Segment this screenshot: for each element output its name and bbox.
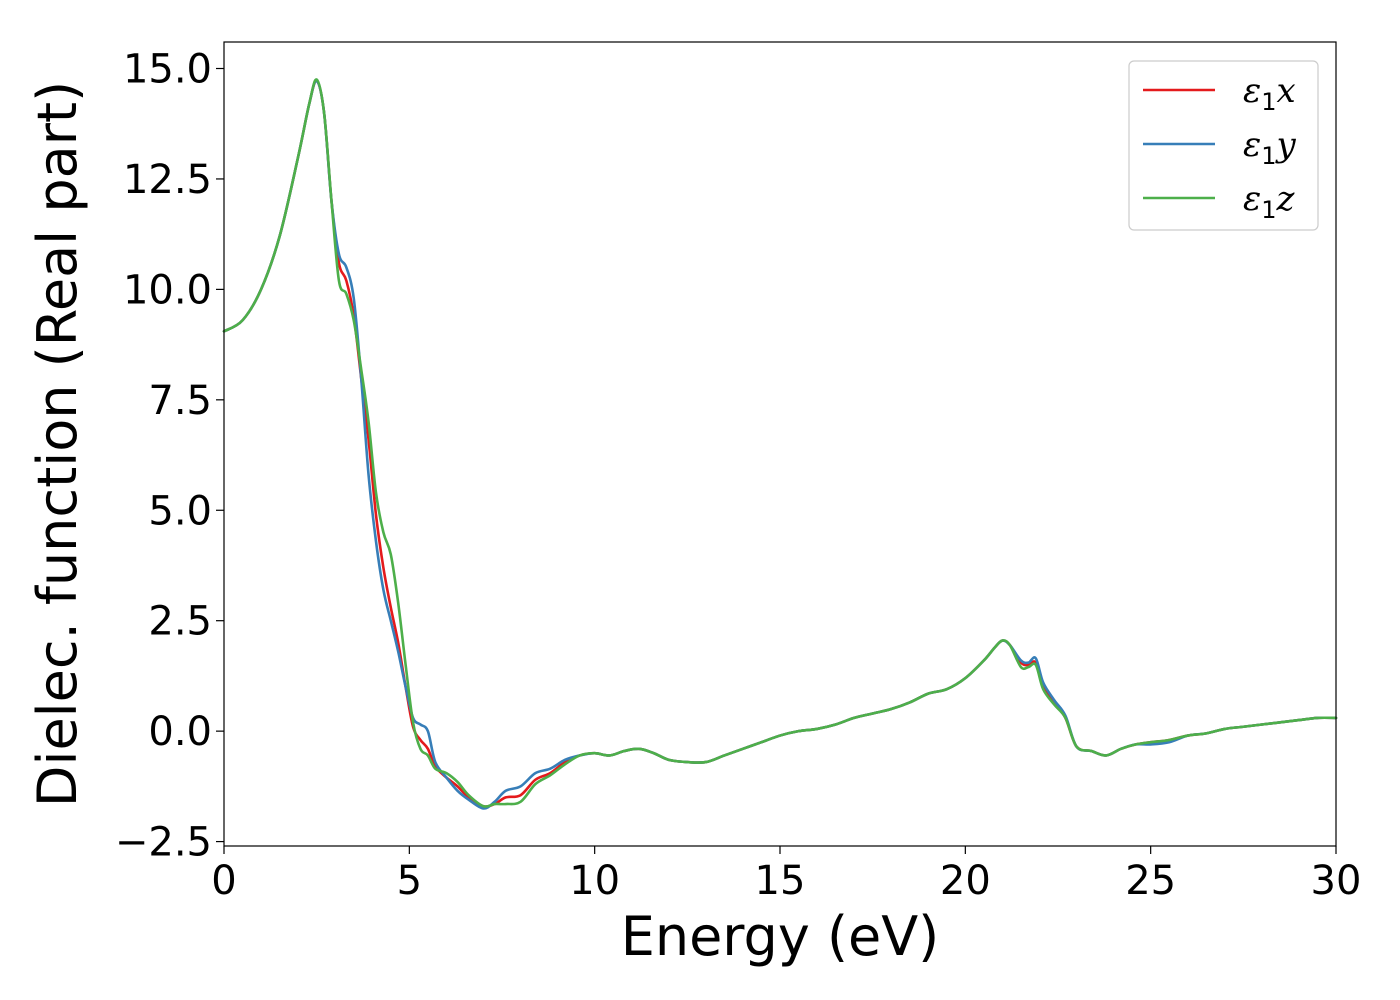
legend-label-subscript: 1: [1261, 88, 1276, 116]
y-tick-label: 7.5: [148, 378, 212, 424]
y-tick-label: 2.5: [148, 599, 212, 645]
x-tick-label: 0: [211, 858, 236, 904]
legend-label-base: ε: [1243, 71, 1261, 111]
y-tick-label: 0.0: [148, 709, 212, 755]
legend-label-suffix: z: [1276, 179, 1296, 219]
legend-label-suffix: y: [1275, 125, 1297, 165]
x-tick-label: 15: [755, 858, 806, 904]
y-tick-label: −2.5: [115, 820, 212, 866]
y-tick-label: 15.0: [123, 47, 212, 93]
legend-label-suffix: x: [1277, 71, 1296, 111]
y-tick-label: 5.0: [148, 488, 212, 534]
series-layer: [222, 78, 1338, 810]
x-tick-label: 30: [1311, 858, 1362, 904]
x-axis-title: Energy (eV): [621, 905, 940, 968]
legend-label-base: ε: [1243, 179, 1261, 219]
legend-label-x: ε1x: [1243, 71, 1296, 116]
legend-label-subscript: 1: [1261, 196, 1276, 224]
legend-label-base: ε: [1243, 125, 1261, 165]
series-line-z: [222, 78, 1338, 808]
y-axis-title: Dielec. function (Real part): [26, 81, 89, 807]
x-tick-label: 10: [569, 858, 620, 904]
x-tick-label: 5: [397, 858, 422, 904]
x-tick-label: 25: [1125, 858, 1176, 904]
y-tick-label: 12.5: [123, 157, 212, 203]
legend-box: [1128, 60, 1319, 231]
legend-label-subscript: 1: [1261, 142, 1276, 170]
ticks-layer: 0 5 10 15 20 25 30 −2.5 0.0 2.5 5.0 7.5 10.0 12.5 15.0: [115, 47, 1362, 904]
y-tick-label: 10.0: [123, 267, 212, 313]
legend-label-y: ε1y: [1243, 125, 1297, 170]
x-tick-label: 20: [940, 858, 991, 904]
legend-label-z: ε1z: [1243, 179, 1296, 224]
